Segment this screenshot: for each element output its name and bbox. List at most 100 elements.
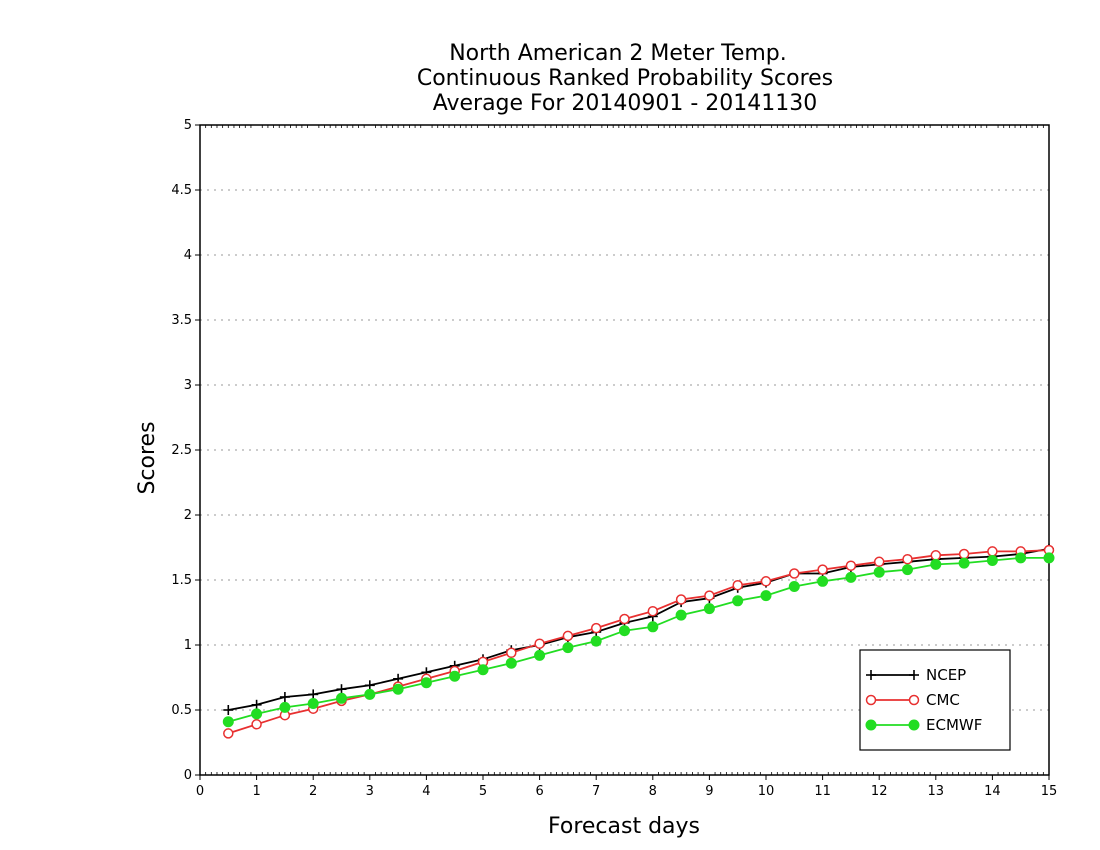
data-point-cmc	[704, 590, 715, 601]
x-tick-label: 4	[422, 784, 430, 799]
y-tick-label: 3	[184, 378, 192, 393]
data-point-cmc	[647, 605, 659, 617]
axis-ticks: 00.511.522.533.544.550 1 2 3 4 5 6 7 8 9 10 11 12 13 1…	[171, 118, 1057, 799]
legend-item-ncep: NCEP	[866, 666, 966, 684]
legend-item-cmc: CMC	[865, 691, 960, 709]
data-point-cmc	[506, 647, 517, 659]
data-point-ecmwf	[505, 657, 517, 669]
legend-marker-start-ecmwf	[865, 719, 877, 731]
legend-marker-end-ecmwf	[908, 719, 920, 731]
data-point-cmc	[251, 719, 262, 730]
data-point-cmc	[760, 576, 772, 587]
data-point-cmc	[817, 564, 828, 575]
data-point-ecmwf	[1043, 552, 1055, 564]
data-point-cmc	[675, 594, 687, 605]
data-point-ecmwf	[392, 683, 404, 695]
x-tick-label: 15	[1041, 784, 1058, 799]
data-point-ecmwf	[788, 581, 800, 592]
chart-title-line-2: Continuous Ranked Probability Scores	[417, 66, 833, 91]
data-point-ecmwf	[562, 642, 574, 654]
series-ecmwf	[222, 552, 1055, 728]
data-point-ncep	[279, 692, 290, 702]
data-point-ecmwf	[1015, 552, 1027, 564]
gridlines	[200, 189, 1049, 711]
y-tick-label: 1	[184, 638, 192, 653]
data-point-ncep	[308, 689, 319, 700]
x-tick-label: 13	[928, 784, 945, 799]
data-point-cmc	[845, 560, 857, 571]
legend-item-ecmwf: ECMWF	[865, 716, 982, 734]
x-tick-label: 2	[309, 784, 317, 799]
x-tick-label: 3	[366, 784, 374, 799]
data-point-ecmwf	[986, 555, 998, 566]
legend-label-ecmwf: ECMWF	[926, 716, 982, 734]
y-tick-label: 0	[184, 768, 192, 783]
legend-label-cmc: CMC	[926, 691, 960, 709]
data-point-cmc	[902, 553, 913, 565]
data-point-ecmwf	[336, 692, 347, 704]
chart-title-line-3: Average For 20140901 - 20141130	[433, 91, 818, 116]
y-tick-label: 2.5	[171, 443, 192, 458]
y-tick-label: 0.5	[171, 703, 192, 718]
data-point-ecmwf	[420, 677, 432, 689]
x-tick-label: 7	[592, 784, 600, 799]
data-point-ecmwf	[477, 664, 489, 676]
data-point-ecmwf	[845, 571, 857, 583]
y-tick-label: 3.5	[171, 313, 192, 328]
legend-marker-end-cmc	[908, 694, 920, 706]
x-tick-label: 10	[758, 784, 775, 799]
x-tick-label: 8	[649, 784, 657, 799]
data-point-cmc	[987, 546, 998, 557]
legend: NCEP CMC ECMWF	[859, 649, 1011, 751]
legend-marker-end-ncep	[909, 670, 919, 680]
legend-marker-start-ncep	[866, 670, 876, 680]
data-series	[222, 543, 1055, 739]
x-tick-label: 14	[984, 784, 1001, 799]
data-point-ecmwf	[364, 688, 376, 700]
y-tick-label: 2	[184, 508, 192, 523]
x-tick-label: 9	[705, 784, 713, 799]
data-point-cmc	[732, 579, 743, 591]
data-point-ecmwf	[760, 590, 772, 602]
data-point-ncep	[251, 699, 262, 710]
chart-title: North American 2 Meter Temp. Continuous …	[417, 41, 833, 116]
data-point-ecmwf	[251, 708, 263, 720]
data-point-ecmwf	[817, 575, 829, 587]
data-point-ecmwf	[675, 609, 687, 621]
data-point-cmc	[562, 630, 574, 642]
data-point-ecmwf	[902, 564, 913, 576]
x-tick-label: 0	[196, 784, 204, 799]
data-point-ecmwf	[703, 603, 715, 615]
y-tick-label: 4.5	[171, 183, 192, 198]
data-point-cmc	[873, 556, 885, 568]
data-point-ecmwf	[647, 621, 659, 633]
data-point-ncep	[336, 684, 347, 695]
x-axis-label: Forecast days	[548, 814, 700, 839]
data-point-ecmwf	[732, 595, 744, 607]
data-point-ecmwf	[619, 625, 630, 637]
data-point-cmc	[590, 622, 602, 634]
legend-label-ncep: NCEP	[926, 666, 966, 684]
y-tick-label: 1.5	[171, 573, 192, 588]
y-tick-label: 5	[184, 118, 192, 133]
data-point-ecmwf	[534, 649, 546, 661]
chart-title-line-1: North American 2 Meter Temp.	[449, 41, 787, 66]
data-point-cmc	[930, 550, 942, 561]
y-axis-label: Scores	[135, 421, 160, 494]
data-point-cmc	[958, 548, 970, 560]
data-point-ecmwf	[873, 566, 885, 578]
data-point-ncep	[364, 680, 375, 691]
data-point-ecmwf	[279, 701, 291, 713]
data-point-ecmwf	[590, 635, 602, 647]
data-point-ncep	[223, 705, 234, 715]
data-point-ecmwf	[449, 670, 461, 682]
x-tick-label: 11	[814, 784, 831, 799]
data-point-ecmwf	[307, 698, 319, 709]
data-point-cmc	[534, 638, 545, 649]
legend-marker-start-cmc	[865, 694, 877, 706]
y-tick-label: 4	[184, 248, 192, 263]
data-point-ecmwf	[930, 558, 942, 570]
x-tick-label: 12	[871, 784, 888, 799]
data-point-ecmwf	[958, 557, 970, 569]
